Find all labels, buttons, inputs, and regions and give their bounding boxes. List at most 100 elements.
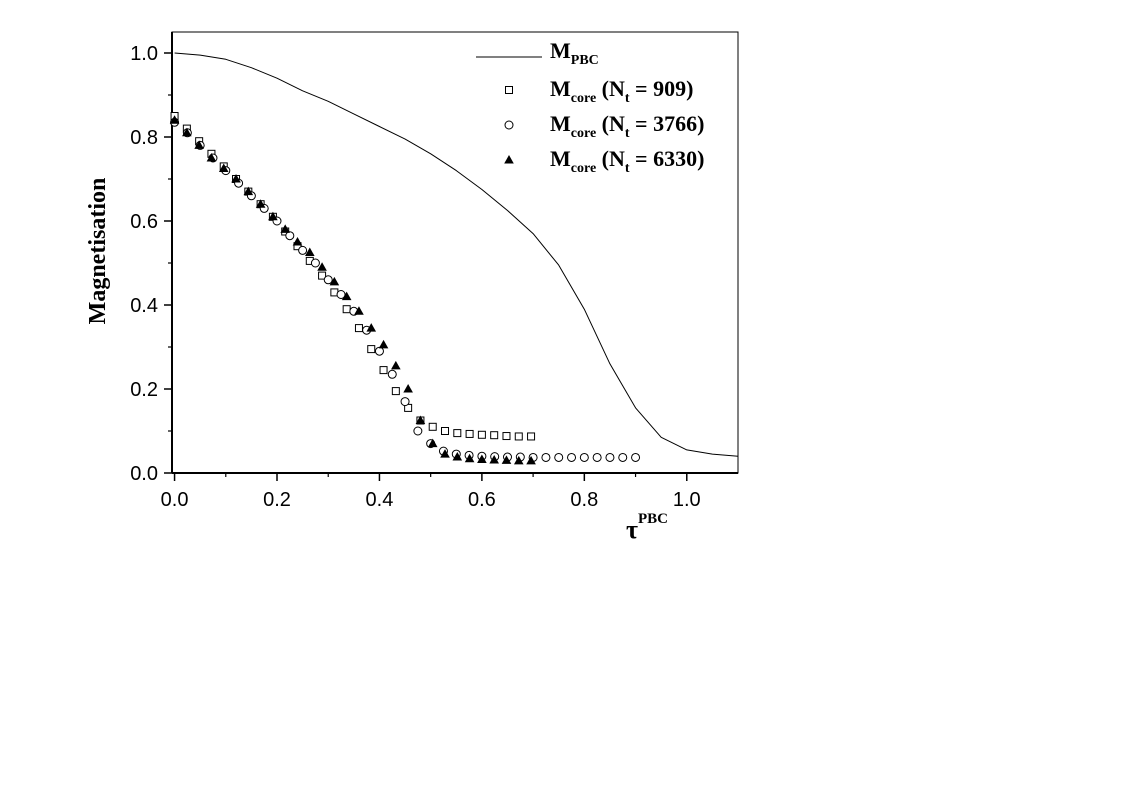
- data-point: [605, 452, 615, 462]
- data-point: [413, 426, 423, 436]
- data-point: [318, 271, 327, 280]
- x-tick-label: 0.4: [366, 489, 394, 511]
- data-point: [403, 384, 413, 393]
- data-point: [400, 397, 410, 407]
- data-point: [592, 452, 602, 462]
- legend-sub2: t: [625, 161, 630, 176]
- data-point: [567, 452, 577, 462]
- series-layer: [169, 52, 739, 465]
- data-point: [477, 454, 487, 464]
- legend-main: M: [550, 146, 571, 171]
- legend-tail2: = 6330): [630, 146, 705, 171]
- data-point: [194, 140, 204, 149]
- data-point: [231, 174, 241, 183]
- legend-sub: core: [571, 126, 596, 141]
- data-point: [554, 452, 564, 462]
- data-point: [513, 455, 524, 465]
- data-point: [304, 247, 315, 256]
- series-line-pbc: [174, 52, 739, 457]
- x-tick-label: 0.8: [570, 489, 598, 511]
- data-point: [374, 346, 384, 356]
- data-point: [464, 453, 475, 463]
- y-tick-label: 0.0: [130, 463, 158, 485]
- data-point: [342, 305, 351, 314]
- x-tick-label: 0.2: [263, 489, 291, 511]
- data-point: [427, 438, 438, 448]
- legend-label: Mcore (Nt = 6330): [550, 146, 704, 176]
- data-point: [391, 360, 401, 370]
- data-point: [428, 422, 437, 431]
- data-point: [415, 415, 426, 424]
- data-point: [579, 452, 589, 462]
- legend-sub2: t: [625, 91, 630, 106]
- data-point: [514, 432, 523, 441]
- data-point: [341, 291, 352, 301]
- data-point: [366, 323, 377, 332]
- y-tick-label: 1.0: [130, 43, 158, 65]
- data-point: [323, 275, 333, 285]
- data-point: [440, 449, 450, 458]
- data-point: [268, 211, 278, 221]
- data-point: [292, 237, 303, 246]
- legend-main: M: [550, 76, 571, 101]
- data-point: [169, 115, 180, 124]
- data-point: [541, 452, 551, 462]
- data-point: [378, 339, 389, 349]
- data-point: [465, 429, 474, 438]
- legend-marker: [504, 120, 514, 130]
- data-point: [379, 366, 388, 375]
- data-point: [317, 262, 327, 271]
- data-point: [526, 455, 536, 465]
- data-point: [501, 455, 512, 464]
- y-axis-title: Magnetisation: [85, 178, 111, 325]
- data-point: [218, 163, 229, 172]
- data-point: [354, 306, 364, 315]
- data-point: [477, 430, 486, 439]
- legend-label: Mcore (Nt = 3766): [550, 111, 704, 141]
- data-point: [310, 258, 320, 268]
- data-point: [453, 429, 462, 438]
- series-nt909: [170, 112, 536, 441]
- x-tick-label: 0.0: [161, 489, 189, 511]
- y-tick-label: 0.2: [130, 379, 158, 401]
- x-axis-title-main: τ: [626, 515, 638, 544]
- legend-tail2: = 3766): [630, 111, 705, 136]
- data-point: [527, 432, 536, 441]
- series-pbc: [174, 52, 739, 457]
- data-point: [502, 432, 511, 441]
- legend-marker: [505, 86, 513, 94]
- data-point: [490, 431, 499, 440]
- data-point: [182, 127, 192, 137]
- legend-sub2: t: [625, 126, 630, 141]
- data-point: [354, 324, 363, 333]
- data-point: [452, 452, 463, 461]
- legend-tail: (N: [596, 111, 625, 136]
- data-point: [489, 454, 499, 464]
- data-point: [367, 345, 376, 354]
- x-axis-title: τPBC: [626, 511, 668, 544]
- data-point: [280, 224, 290, 233]
- y-tick-label: 0.6: [130, 211, 158, 233]
- y-ticks: 0.0 0.2 0.4 0.6 0.8 1.0: [130, 43, 172, 485]
- legend-tail: (N: [596, 76, 625, 101]
- x-ticks: 0.0 0.2 0.4 0.6 0.8 1.0: [161, 473, 701, 511]
- legend-marker: [504, 155, 514, 164]
- data-point: [243, 186, 254, 196]
- y-tick-label: 0.8: [130, 127, 158, 149]
- data-point: [387, 369, 397, 379]
- legend-sub: core: [571, 161, 596, 176]
- data-point: [631, 452, 641, 462]
- legend-sub: core: [571, 91, 596, 106]
- x-axis-title-sup: PBC: [638, 511, 668, 527]
- legend-main: M: [550, 38, 571, 63]
- data-point: [618, 452, 628, 462]
- legend-label: Mcore (Nt = 909): [550, 76, 693, 106]
- x-tick-label: 1.0: [673, 489, 701, 511]
- series-nt6330: [169, 115, 536, 465]
- data-point: [329, 276, 340, 286]
- data-point: [391, 387, 400, 396]
- legend-main: M: [550, 111, 571, 136]
- y-tick-label: 0.4: [130, 295, 158, 317]
- legend-tail: (N: [596, 146, 625, 171]
